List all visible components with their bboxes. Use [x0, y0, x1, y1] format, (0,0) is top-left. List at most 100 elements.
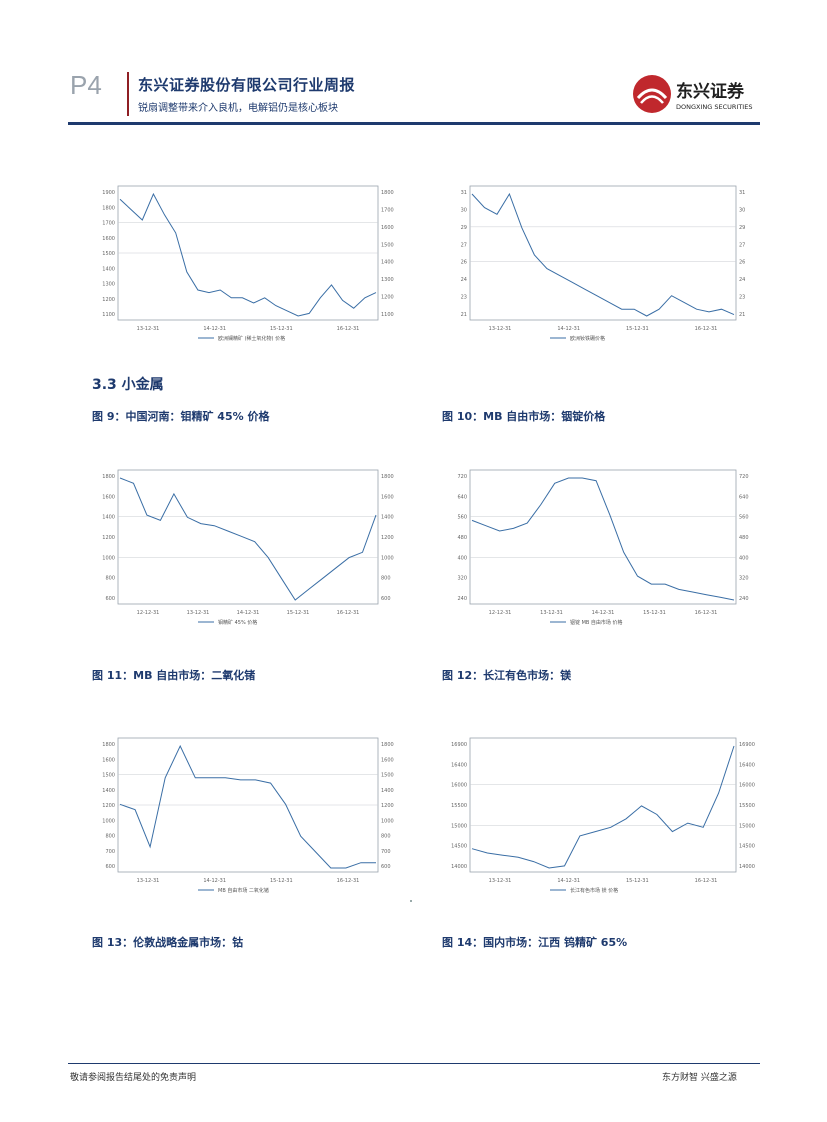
- y-tick-left: 1000: [102, 818, 115, 824]
- legend-label: 欧洲镧精矿 (稀土氧化物) 价格: [218, 335, 285, 342]
- series-line: [119, 192, 377, 317]
- y-tick-left: 15000: [451, 823, 467, 829]
- chart-top-right: 31 30 29 27 26 24 23 21 31 30 29 27 26 24 23 21 13-12-31…: [440, 178, 766, 350]
- x-tick: 13-12-31: [540, 610, 563, 616]
- page-number: P4: [70, 70, 102, 100]
- x-tick: 13-12-31: [489, 326, 512, 332]
- y-tick-left: 800: [105, 834, 115, 840]
- y-tick-right: 24: [739, 277, 745, 283]
- y-tick-right: 1000: [381, 555, 394, 561]
- y-tick-right: 1600: [381, 494, 394, 500]
- y-tick-left: 800: [105, 576, 115, 582]
- y-tick-right: 640: [739, 494, 749, 500]
- y-tick-right: 1100: [381, 312, 394, 318]
- y-tick-right: 27: [739, 242, 745, 248]
- y-tick-right: 21: [739, 312, 745, 318]
- y-tick-left: 640: [457, 494, 467, 500]
- y-tick-right: 400: [739, 555, 749, 561]
- y-tick-right: 1400: [381, 515, 394, 521]
- plot-frame: [117, 469, 379, 605]
- section-title: 3.3 小金属: [92, 377, 164, 393]
- y-tick-right: 1800: [381, 190, 394, 196]
- y-tick-right: 1400: [381, 788, 394, 794]
- brand-logo: 东兴证券 DONGXING SECURITIES: [632, 72, 764, 116]
- y-tick-right: 240: [739, 596, 749, 602]
- y-tick-right: 800: [381, 576, 391, 582]
- x-tick: 14-12-31: [203, 326, 226, 332]
- y-tick-left: 1500: [102, 773, 115, 779]
- legend-label: MB 自由市场 二氧化锗: [218, 887, 269, 894]
- y-tick-left: 27: [461, 242, 467, 248]
- y-tick-left: 1200: [102, 535, 115, 541]
- y-tick-right: 1800: [381, 742, 394, 748]
- y-tick-right: 700: [381, 849, 391, 855]
- y-tick-right: 1200: [381, 535, 394, 541]
- y-tick-right: 16900: [739, 742, 755, 748]
- y-tick-right: 1500: [381, 242, 394, 248]
- series-line: [471, 192, 735, 317]
- y-tick-right: 480: [739, 535, 749, 541]
- y-tick-left: 240: [457, 596, 467, 602]
- footer-rule: [68, 1063, 760, 1064]
- x-tick: 13-12-31: [187, 610, 210, 616]
- y-tick-left: 1400: [102, 266, 115, 272]
- y-tick-left: 24: [461, 277, 467, 283]
- y-tick-left: 16900: [451, 742, 467, 748]
- legend-label: 钼精矿 45% 价格: [218, 619, 257, 626]
- legend-label: 铟锭 MB 自由市场 价格: [570, 619, 623, 626]
- y-tick-left: 1800: [102, 205, 115, 211]
- y-tick-right: 1300: [381, 277, 394, 283]
- caption-fig-12: 图 12：长江有色市场：镁: [442, 669, 572, 682]
- header-divider: [127, 72, 129, 116]
- chart-fig-12: 16900 16400 16000 15500 15000 14500 14000 16900…: [440, 730, 766, 902]
- series-line: [119, 477, 377, 601]
- x-tick: 15-12-31: [643, 610, 666, 616]
- y-tick-left: 1100: [102, 312, 115, 318]
- x-tick: 16-12-31: [695, 878, 718, 884]
- series-line: [471, 477, 735, 601]
- y-tick-right: 1200: [381, 803, 394, 809]
- y-tick-left: 1600: [102, 494, 115, 500]
- y-tick-right: 1700: [381, 207, 394, 213]
- y-tick-left: 400: [457, 555, 467, 561]
- x-tick: 16-12-31: [695, 610, 718, 616]
- y-tick-right: 600: [381, 596, 391, 602]
- y-tick-left: 14000: [451, 864, 467, 870]
- y-tick-left: 1200: [102, 803, 115, 809]
- x-tick: 14-12-31: [592, 610, 615, 616]
- report-subtitle: 锐扇调整带来介入良机，电解铝仍是核心板块: [138, 103, 338, 114]
- y-tick-right: 720: [739, 474, 749, 480]
- x-tick: 12-12-31: [489, 610, 512, 616]
- x-tick: 15-12-31: [270, 878, 293, 884]
- y-tick-left: 29: [461, 225, 467, 231]
- series-line: [471, 745, 735, 869]
- y-tick-right: 1800: [381, 474, 394, 480]
- y-tick-left: 700: [105, 849, 115, 855]
- y-tick-left: 600: [105, 596, 115, 602]
- y-tick-right: 1200: [381, 295, 394, 301]
- y-tick-left: 1600: [102, 236, 115, 242]
- y-tick-right: 15000: [739, 823, 755, 829]
- y-tick-right: 23: [739, 295, 745, 301]
- y-tick-right: 1400: [381, 260, 394, 266]
- y-tick-left: 320: [457, 576, 467, 582]
- x-tick: 15-12-31: [626, 326, 649, 332]
- y-tick-right: 560: [739, 515, 749, 521]
- plot-frame: [469, 737, 737, 873]
- y-tick-right: 30: [739, 207, 745, 213]
- y-tick-left: 1900: [102, 190, 115, 196]
- legend-label: 长江有色市场 镁 价格: [570, 887, 618, 894]
- caption-fig-10: 图 10：MB 自由市场：铟锭价格: [442, 410, 606, 423]
- y-tick-left: 480: [457, 535, 467, 541]
- y-tick-right: 1600: [381, 757, 394, 763]
- y-tick-left: 560: [457, 515, 467, 521]
- y-tick-right: 31: [739, 190, 745, 196]
- x-tick: 14-12-31: [237, 610, 260, 616]
- plot-frame: [469, 185, 737, 321]
- y-tick-left: 1200: [102, 297, 115, 303]
- chart-top-left: 1900 1800 1700 1600 1500 1400 1300 1200 1100 1800…: [88, 178, 408, 350]
- y-tick-right: 16400: [739, 762, 755, 768]
- logo-subtext: DONGXING SECURITIES: [676, 103, 752, 111]
- y-tick-right: 15500: [739, 803, 755, 809]
- y-tick-right: 320: [739, 576, 749, 582]
